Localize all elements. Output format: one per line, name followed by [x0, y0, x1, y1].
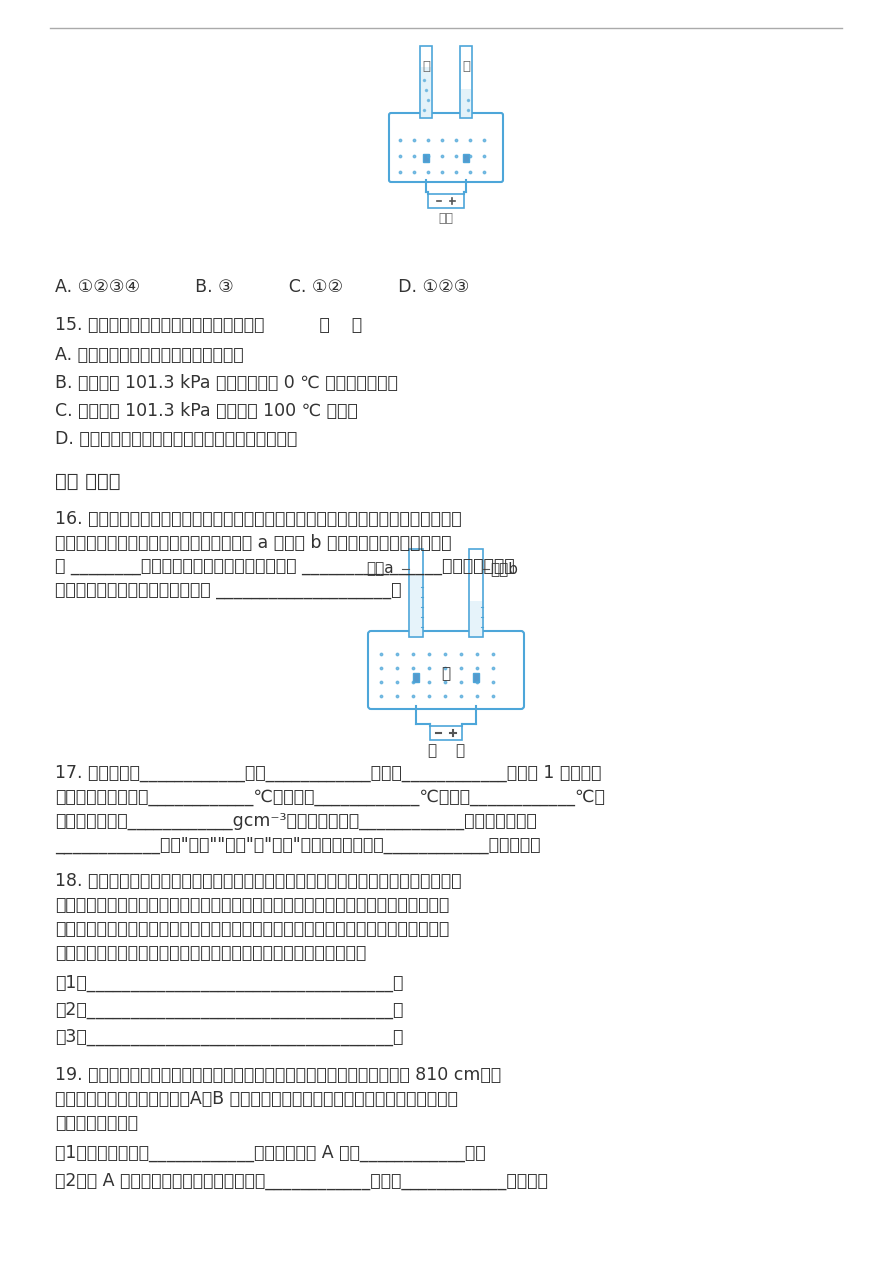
Bar — [470, 601, 482, 636]
Text: 16. 水是人类最宝贵的自然资源，多一滴水，就可能多一条生命。小明利用如图所示的: 16. 水是人类最宝贵的自然资源，多一滴水，就可能多一条生命。小明利用如图所示的 — [55, 510, 462, 528]
Bar — [428, 194, 464, 208]
Text: （2）与 A 端相连接的试管中得到的气体是____________，可用____________来检验。: （2）与 A 端相连接的试管中得到的气体是____________，可用____… — [55, 1172, 548, 1190]
Text: 压下，水的凝固点为____________℃，沸点为____________℃。水在____________℃时: 压下，水的凝固点为____________℃，沸点为____________℃。… — [55, 787, 605, 806]
Bar — [473, 673, 479, 681]
Text: 试管b: 试管b — [490, 562, 518, 577]
Text: 水: 水 — [442, 666, 450, 681]
Text: ＋: ＋ — [456, 743, 465, 758]
Text: ____________（填"大于""小于"或"等于"）水的密度，冰能____________在水面上。: ____________（填"大于""小于"或"等于"）水的密度，冰能_____… — [55, 835, 541, 854]
Text: 二、 填空题: 二、 填空题 — [55, 472, 120, 491]
Bar — [463, 154, 469, 162]
Text: 口配一个胶塞由里向外塞紧。A、B 两极是用镀铬曲别针伸直做成的，由塞子露头处连: 口配一个胶塞由里向外塞紧。A、B 两极是用镀铬曲别针伸直做成的，由塞子露头处连 — [55, 1090, 458, 1108]
Text: 15. 下列关于水的物理性质的叙述错误的是          （    ）: 15. 下列关于水的物理性质的叙述错误的是 （ ） — [55, 316, 362, 334]
Bar — [420, 45, 432, 119]
Text: C. 在压强为 101.3 kPa 时，水在 100 ℃ 时沸腾: C. 在压强为 101.3 kPa 时，水在 100 ℃ 时沸腾 — [55, 403, 358, 420]
Bar — [430, 726, 462, 740]
Text: （1）其所用电源为____________电，由图可知 A 端为____________极。: （1）其所用电源为____________电，由图可知 A 端为________… — [55, 1143, 485, 1162]
Text: 气和汽油，前者放出的热量约是后者的三倍。氢气燃烧后的产物只有一种水，不污染环: 气和汽油，前者放出的热量约是后者的三倍。氢气燃烧后的产物只有一种水，不污染环 — [55, 920, 450, 938]
Bar — [423, 154, 429, 162]
Text: 然气等资源的蕴藏量并不是无限的，而氢气可以用水作原料来制取。燃烧相同质量的氢: 然气等资源的蕴藏量并不是无限的，而氢气可以用水作原料来制取。燃烧相同质量的氢 — [55, 896, 450, 914]
FancyBboxPatch shape — [368, 631, 524, 709]
Text: 17. 纯净的水是____________色，____________味道的____________体。在 1 标准大气: 17. 纯净的水是____________色，____________味道的__… — [55, 764, 601, 782]
Text: B. 在压强为 101.3 kPa 时，温度低于 0 ℃ 时，水能结成冰: B. 在压强为 101.3 kPa 时，温度低于 0 ℃ 时，水能结成冰 — [55, 374, 398, 392]
Text: A. 海水显蓝色，所以纯净的水是蓝色的: A. 海水显蓝色，所以纯净的水是蓝色的 — [55, 346, 244, 363]
Text: D. 冰比水的密度小，严寒的冬天，冰会浮在水面上: D. 冰比水的密度小，严寒的冬天，冰会浮在水面上 — [55, 430, 297, 448]
Text: 乙: 乙 — [462, 61, 470, 73]
Bar — [460, 45, 472, 119]
Text: （2）___________________________________；: （2）___________________________________； — [55, 1001, 403, 1018]
Text: （3）___________________________________。: （3）___________________________________。 — [55, 1029, 403, 1046]
Text: A. ①②③④          B. ③          C. ①②          D. ①②③: A. ①②③④ B. ③ C. ①② D. ①②③ — [55, 278, 469, 297]
Text: 试管a: 试管a — [366, 562, 393, 577]
Bar — [461, 90, 471, 117]
Text: 的密度最大，为____________gcm⁻³。水结冰时体积____________，所以冰的密度: 的密度最大，为____________gcm⁻³。水结冰时体积_________… — [55, 811, 537, 830]
Bar — [421, 67, 431, 117]
Text: －: － — [427, 743, 436, 758]
Text: 明得出了许多结论，请你说出一条 ____________________。: 明得出了许多结论，请你说出一条 ____________________。 — [55, 582, 401, 599]
Bar — [413, 673, 419, 681]
Text: 19. 下图是某同学自己设计的装置：用大塑料瓶子截去瓶底，留瓶口一段约 810 cm，瓶: 19. 下图是某同学自己设计的装置：用大塑料瓶子截去瓶底，留瓶口一段约 810 … — [55, 1066, 501, 1084]
Text: 电源: 电源 — [439, 212, 453, 225]
Text: 18. 氢气作为新能源普遍被人们看好。它有许多其他燃料所不及的优点。石油、煤、天: 18. 氢气作为新能源普遍被人们看好。它有许多其他燃料所不及的优点。石油、煤、天 — [55, 872, 461, 890]
Bar — [410, 574, 422, 636]
Text: （1）___________________________________；: （1）___________________________________； — [55, 974, 403, 992]
Text: 装置探究水的组成。通电一段时间后，试管 a 与试管 b 所收集到的气体体积之比约: 装置探究水的组成。通电一段时间后，试管 a 与试管 b 所收集到的气体体积之比约 — [55, 534, 451, 551]
Text: 境。根据以上短文的内容，请你归纳总结出氢气作为新能源的优点：: 境。根据以上短文的内容，请你归纳总结出氢气作为新能源的优点： — [55, 944, 367, 962]
Text: 接导线。试完成：: 接导线。试完成： — [55, 1114, 138, 1132]
Text: 甲: 甲 — [422, 61, 430, 73]
FancyBboxPatch shape — [389, 114, 503, 182]
Bar — [409, 549, 423, 637]
Text: 为 ________，该实验发生反应的文字表达式为 ________________，通过该实验小: 为 ________，该实验发生反应的文字表达式为 ______________… — [55, 558, 515, 575]
Bar — [469, 549, 483, 637]
